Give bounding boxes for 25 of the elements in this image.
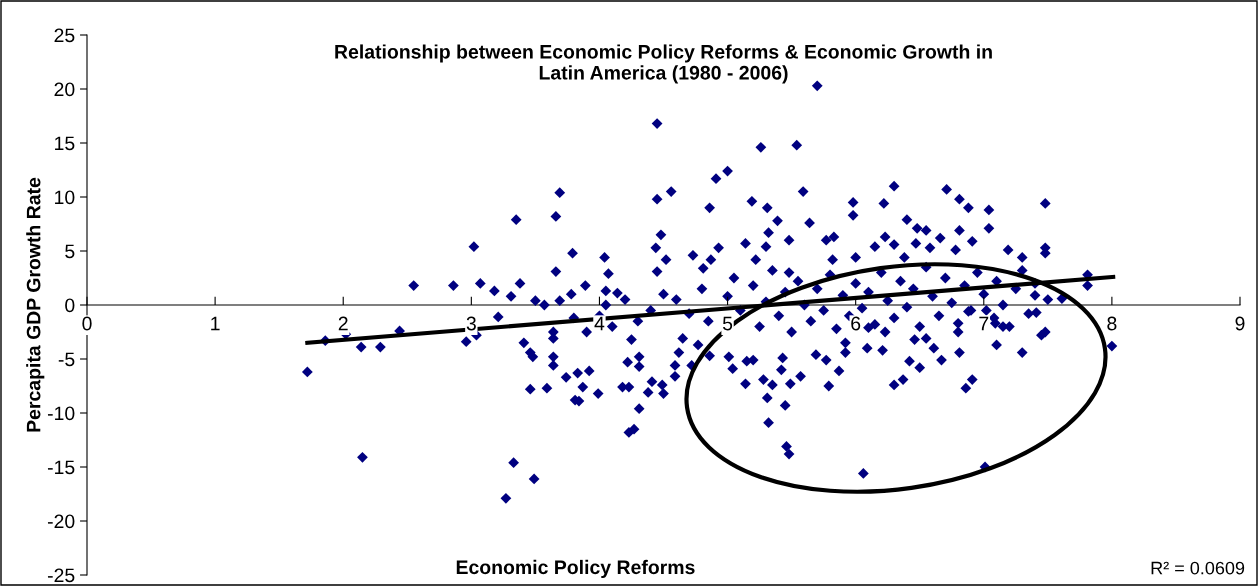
x-tick-label: 1 (211, 316, 220, 331)
y-tick-label: -25 (47, 568, 75, 583)
y-tick-label: -10 (47, 406, 75, 421)
x-tick-label: 9 (1235, 316, 1245, 331)
x-tick-label: 0 (82, 316, 92, 331)
y-tick-label: -15 (47, 460, 75, 475)
y-tick-label: 5 (65, 244, 75, 259)
y-tick-label: 25 (54, 28, 75, 43)
annotation: R² = 0.0609 (1151, 561, 1245, 575)
x-tick-label: 7 (979, 316, 989, 331)
x-tick-label: 3 (466, 316, 476, 331)
x-axis-title: Economic Policy Reforms (456, 559, 695, 578)
x-tick-label: 5 (722, 316, 733, 331)
y-tick-label: 10 (55, 190, 75, 205)
y-tick-label: 0 (65, 298, 75, 313)
x-tick-label: 8 (1107, 316, 1117, 331)
x-tick-label: 2 (338, 316, 348, 331)
y-tick-label: 15 (55, 136, 75, 151)
x-tick-label: 4 (594, 316, 605, 331)
text: Relationship between Economic Policy Reforms & Economic Growth in Latin America (1980 - 2006) (335, 44, 992, 84)
y-tick-label: -20 (47, 514, 75, 529)
x-tick-label: 6 (851, 316, 861, 331)
y-tick-label: 20 (54, 82, 75, 97)
y-tick-label: -5 (58, 352, 75, 367)
y-axis-title: Percapita GDP Growth Rate (26, 177, 45, 432)
